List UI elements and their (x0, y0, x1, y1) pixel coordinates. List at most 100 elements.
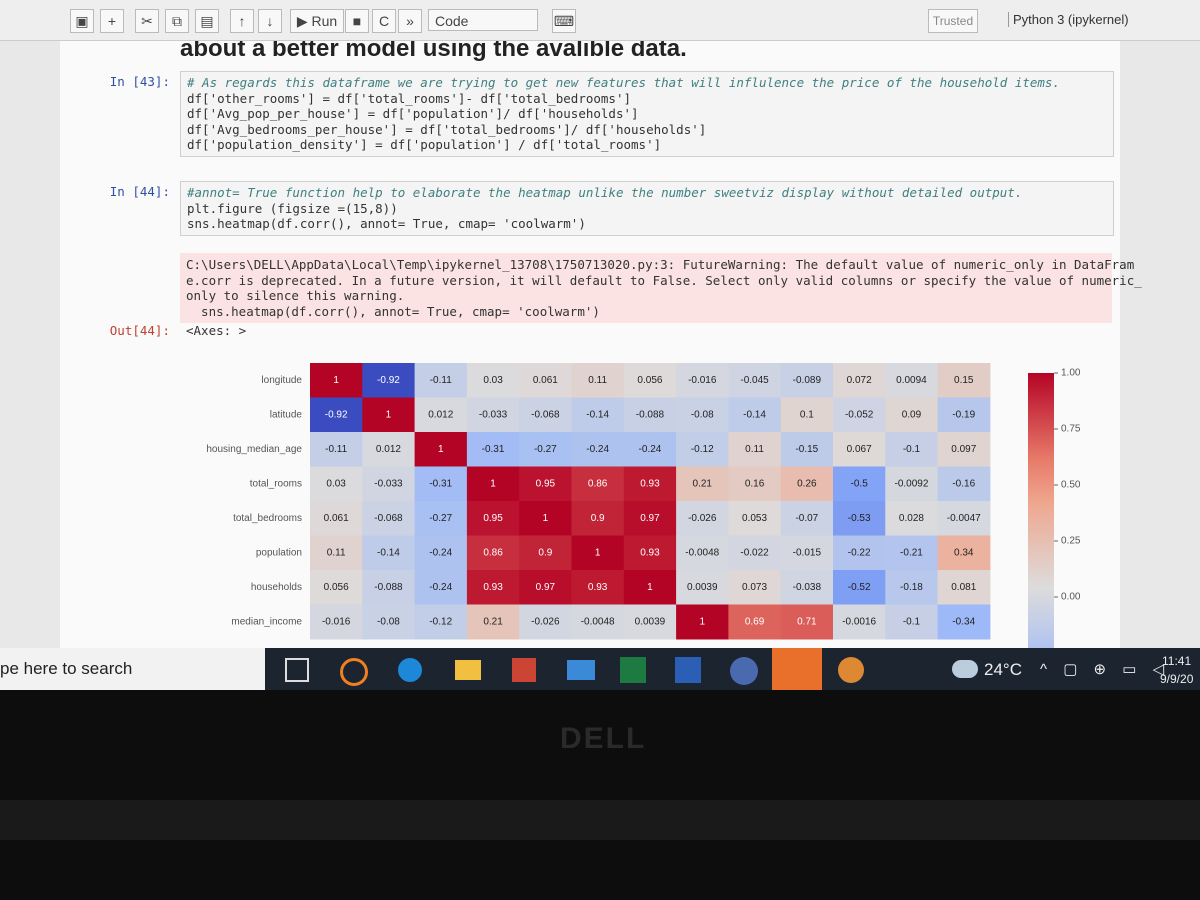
code-line: df['Avg_pop_per_house'] = df['population… (187, 106, 639, 121)
heatmap-cell (780, 397, 834, 433)
heatmap-cell (676, 570, 729, 605)
cell-label: -0.068 (374, 513, 403, 524)
trusted-indicator[interactable]: Trusted (928, 9, 978, 33)
heatmap-cell (362, 466, 416, 502)
heatmap-cell (728, 570, 782, 605)
cell-label: -0.038 (793, 582, 822, 593)
clock-date[interactable]: 9/9/20 (1160, 672, 1194, 686)
word-icon[interactable] (675, 657, 701, 683)
cell-label: 0.86 (483, 547, 503, 558)
up-button[interactable]: ↑ (230, 9, 254, 33)
cell-label: -0.11 (325, 444, 347, 455)
heatmap-cell (414, 604, 468, 640)
heatmap-cell (728, 535, 782, 571)
heatmap-cell (519, 501, 572, 536)
cell-label: -0.0048 (685, 547, 719, 558)
heatmap-cell (676, 397, 729, 433)
laptop-bezel: DELL (0, 690, 1200, 900)
cell-label: 0.26 (797, 478, 817, 489)
heatmap-cell (571, 570, 625, 605)
colorbar-tick-label: 0.25 (1061, 536, 1081, 547)
heatmap-cell (676, 432, 729, 467)
stop-button[interactable]: ■ (345, 9, 369, 33)
cell-label: 0.69 (745, 616, 765, 627)
cell-label: 0.09 (902, 409, 922, 420)
cell-label: -0.31 (482, 444, 505, 455)
heatmap-cell (937, 604, 991, 640)
cell-label: 1 (699, 616, 705, 627)
heatmap-cell (310, 432, 363, 467)
save-button[interactable]: ▣ (70, 9, 94, 33)
task-view-icon[interactable] (285, 658, 309, 682)
cell-label: 1 (490, 478, 496, 489)
store-icon[interactable] (512, 658, 536, 682)
clock-time[interactable]: 11:41 (1162, 654, 1192, 668)
output-prompt: Out[44]: (109, 323, 170, 338)
edge-icon[interactable] (398, 658, 422, 682)
heatmap-cell (676, 363, 729, 398)
cell-label: -0.015 (793, 547, 822, 558)
excel-icon[interactable] (620, 657, 646, 683)
heatmap-cell (414, 535, 468, 571)
warning-line: e.corr is deprecated. In a future versio… (186, 272, 1142, 288)
code-cell[interactable]: # As regards this dataframe we are tryin… (180, 71, 1114, 157)
heatmap-cell (362, 501, 416, 536)
cell-label: 0.34 (954, 547, 974, 558)
cell-label: 0.061 (324, 513, 349, 524)
heatmap-cell (833, 466, 886, 502)
restart-button[interactable]: C (372, 9, 396, 33)
q-app-icon[interactable] (772, 648, 822, 690)
chrome-icon[interactable] (838, 657, 864, 683)
weather-temp[interactable]: 24°C (984, 660, 1022, 679)
cell-label: 0.93 (483, 582, 503, 593)
heatmap-cell (780, 432, 834, 467)
app-icon[interactable] (340, 658, 368, 686)
cell-label: 0.9 (591, 513, 605, 524)
cut-button[interactable]: ✂ (135, 9, 159, 33)
heatmap-cell (519, 432, 572, 467)
cell-label: 0.11 (588, 375, 607, 386)
row-label: households (251, 582, 302, 593)
cell-label: 0.95 (536, 478, 556, 489)
cell-label: 1 (595, 547, 601, 558)
heatmap-cell (466, 432, 520, 467)
keyboard-button[interactable]: ⌨ (552, 9, 576, 33)
kernel-name[interactable]: Python 3 (ipykernel) (1008, 12, 1129, 27)
cell-label: -0.5 (851, 478, 869, 489)
copy-button[interactable]: ⧉ (165, 9, 189, 33)
heatmap-cell (571, 363, 625, 398)
mail-icon[interactable] (567, 660, 595, 680)
heatmap-cell (519, 570, 572, 605)
row-label: latitude (270, 409, 303, 420)
heatmap-cell (728, 397, 782, 433)
heatmap-cell (728, 604, 782, 640)
cell-label: 0.061 (533, 375, 558, 386)
heatmap-cell (833, 570, 886, 605)
tray-icons[interactable]: ^ ▢ ⊕ ▭ ◁ (1040, 661, 1171, 678)
heatmap-cell (310, 501, 363, 536)
heatmap-cell (571, 466, 625, 502)
cell-type-select[interactable]: Code (428, 9, 538, 31)
explorer-icon[interactable] (455, 660, 481, 680)
search-box[interactable]: pe here to search (0, 648, 265, 690)
heatmap-cell (937, 501, 991, 536)
heatmap-cell (519, 535, 572, 571)
cell-label: -0.24 (586, 444, 609, 455)
add-button[interactable]: + (100, 9, 124, 33)
down-button[interactable]: ↓ (258, 9, 282, 33)
cell-label: 0.93 (588, 582, 608, 593)
heatmap-cell (780, 466, 834, 502)
cell-label: 0.03 (483, 375, 503, 386)
code-cell[interactable]: #annot= True function help to elaborate … (180, 181, 1114, 236)
run-button[interactable]: ▶ Run (290, 9, 344, 33)
paste-button[interactable]: ▤ (195, 9, 219, 33)
heatmap-cell (362, 570, 416, 605)
cell-label: 0.056 (324, 582, 349, 593)
heatmap-cell (885, 535, 939, 571)
cell-label: 0.21 (483, 616, 503, 627)
calculator-icon[interactable] (730, 657, 758, 685)
heatmap-cell (519, 604, 572, 640)
input-prompt: In [44]: (109, 184, 170, 199)
run-all-button[interactable]: » (398, 9, 422, 33)
